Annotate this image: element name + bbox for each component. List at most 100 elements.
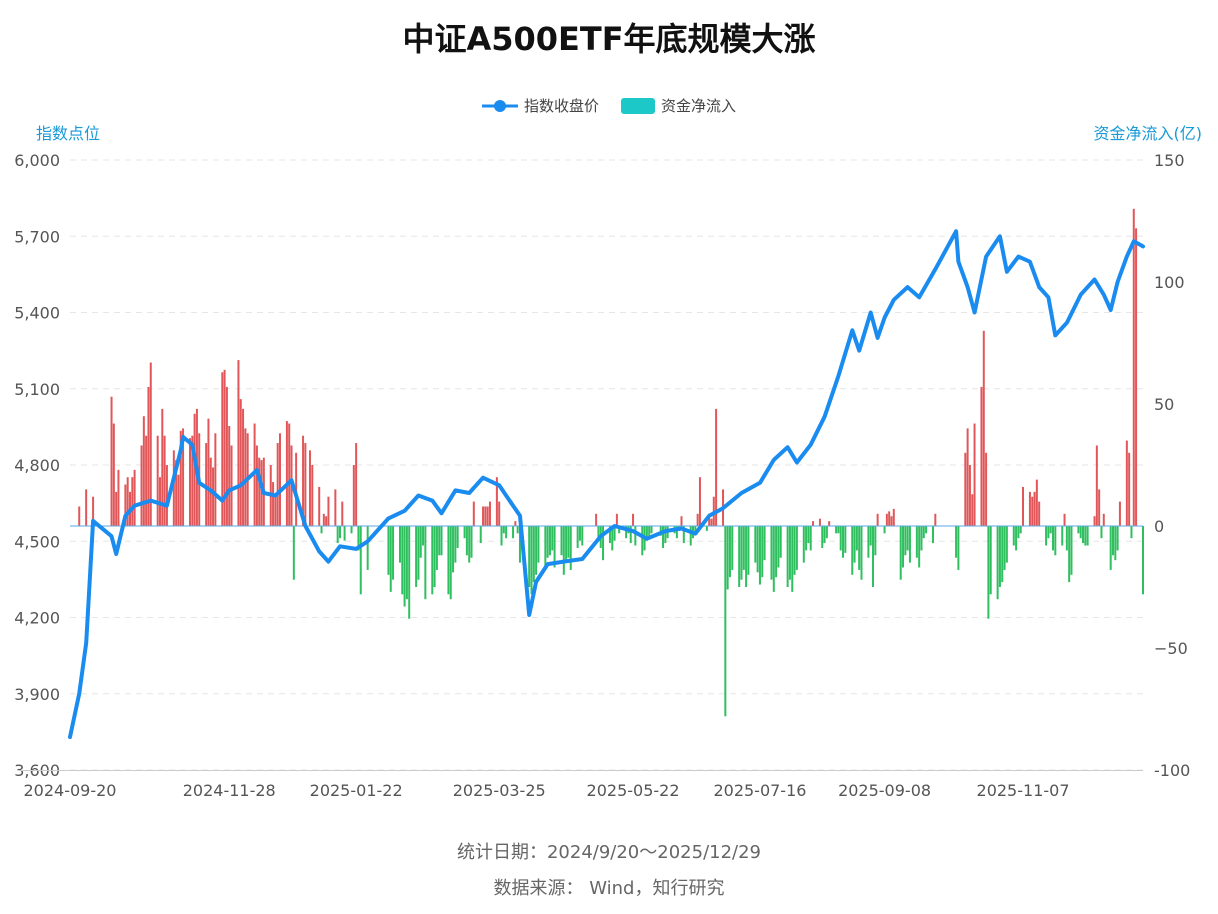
flow-bar <box>724 526 727 717</box>
flow-bar <box>1125 440 1128 526</box>
legend-line-label: 指数收盘价 <box>523 97 599 115</box>
flow-bar <box>920 526 923 551</box>
flow-bar <box>112 423 115 526</box>
flow-bar <box>837 526 840 534</box>
flow-bar <box>484 506 487 526</box>
flow-bar <box>918 526 921 568</box>
flow-bar <box>957 526 960 570</box>
flow-bar <box>417 526 420 580</box>
flow-bar <box>1098 489 1101 526</box>
flow-bar <box>403 526 406 607</box>
flow-bar <box>193 413 196 526</box>
flow-bar <box>805 526 808 551</box>
y-right-tick-label: 50 <box>1154 395 1174 414</box>
flow-bar <box>239 399 242 526</box>
flow-bar <box>955 526 958 558</box>
flow-bar <box>405 526 408 600</box>
flow-bar <box>779 526 782 558</box>
data-source: 数据来源： Wind，知行研究 <box>493 878 725 899</box>
flow-bar <box>1063 513 1066 526</box>
flow-bar <box>1084 526 1087 546</box>
flow-bar <box>465 526 468 556</box>
x-tick-label: 2024-11-28 <box>183 781 276 800</box>
flow-bar <box>188 438 191 526</box>
flow-bar <box>1128 452 1131 526</box>
flow-bar <box>613 526 616 541</box>
flow-bar <box>763 526 766 561</box>
flow-bar <box>641 526 644 556</box>
flow-bar <box>182 428 185 526</box>
flow-bar <box>479 526 482 544</box>
flow-bar <box>338 526 341 539</box>
flow-bar <box>715 408 718 526</box>
flow-bar <box>431 526 434 595</box>
flow-bar <box>424 526 427 600</box>
flow-bar <box>502 526 505 534</box>
flow-bar <box>625 526 628 539</box>
flow-bar <box>1035 479 1038 526</box>
y-left-tick-label: 4,500 <box>14 532 60 551</box>
flow-bar <box>821 526 824 548</box>
flow-bar <box>844 526 847 553</box>
flow-bar <box>447 526 450 595</box>
flow-bar <box>422 526 425 546</box>
flow-bar <box>1142 526 1144 595</box>
flow-bar <box>149 362 152 526</box>
flow-bar <box>885 513 888 526</box>
flow-bar <box>602 526 605 561</box>
flow-bar <box>1054 526 1057 556</box>
legend-item-bar[interactable]: 资金净流入 <box>621 95 736 116</box>
flow-bar <box>551 526 554 551</box>
flow-bar <box>389 526 392 592</box>
flow-bar <box>449 526 452 600</box>
flow-bar <box>1112 526 1115 556</box>
flow-bar <box>142 416 145 526</box>
right-axis-title: 资金净流入(亿) <box>1093 124 1203 143</box>
y-left-tick-label: 4,800 <box>14 456 60 475</box>
flow-bar <box>553 526 556 568</box>
flow-bar <box>242 408 245 526</box>
flow-bar <box>145 435 148 526</box>
flow-bar <box>980 386 983 526</box>
flow-bar <box>530 526 533 595</box>
flow-bar <box>738 526 741 587</box>
flow-bar <box>359 526 362 595</box>
flow-bar <box>1077 526 1080 534</box>
flow-bar <box>595 513 598 526</box>
flow-bar <box>1116 526 1119 551</box>
y-left-tick-label: 4,200 <box>14 609 60 628</box>
flow-bar <box>828 521 831 526</box>
flow-bar <box>334 489 337 526</box>
flow-bar <box>472 501 475 526</box>
flow-bar <box>1015 526 1018 551</box>
flow-bar <box>888 511 891 526</box>
legend-item-line[interactable]: 指数收盘价 <box>481 95 599 116</box>
flow-bar <box>357 526 360 551</box>
flow-bar <box>1086 526 1089 546</box>
flow-bar <box>932 526 935 544</box>
flow-bar <box>1068 526 1071 583</box>
flow-bar <box>438 526 441 556</box>
flow-bar <box>327 496 330 526</box>
flow-bar <box>126 477 129 526</box>
flow-bar <box>207 418 210 526</box>
legend-bar-label: 资金净流入 <box>661 97 737 115</box>
flow-bar <box>341 501 344 526</box>
flow-bar <box>682 526 685 544</box>
flow-bar <box>488 501 491 526</box>
flow-bar <box>401 526 404 595</box>
flow-bar <box>761 526 764 578</box>
flow-bar <box>325 516 328 526</box>
flow-bar <box>548 526 551 556</box>
flow-bar <box>645 526 648 541</box>
flow-bar <box>304 443 307 526</box>
flow-bar <box>92 496 95 526</box>
flow-bar <box>495 477 498 526</box>
flow-bar <box>470 526 473 558</box>
flow-bar <box>140 445 143 526</box>
y-right-tick-label: −50 <box>1154 639 1188 658</box>
flow-bar <box>876 513 879 526</box>
flow-bar <box>615 513 618 526</box>
flow-bar <box>839 526 842 551</box>
flow-bar <box>1079 526 1082 539</box>
